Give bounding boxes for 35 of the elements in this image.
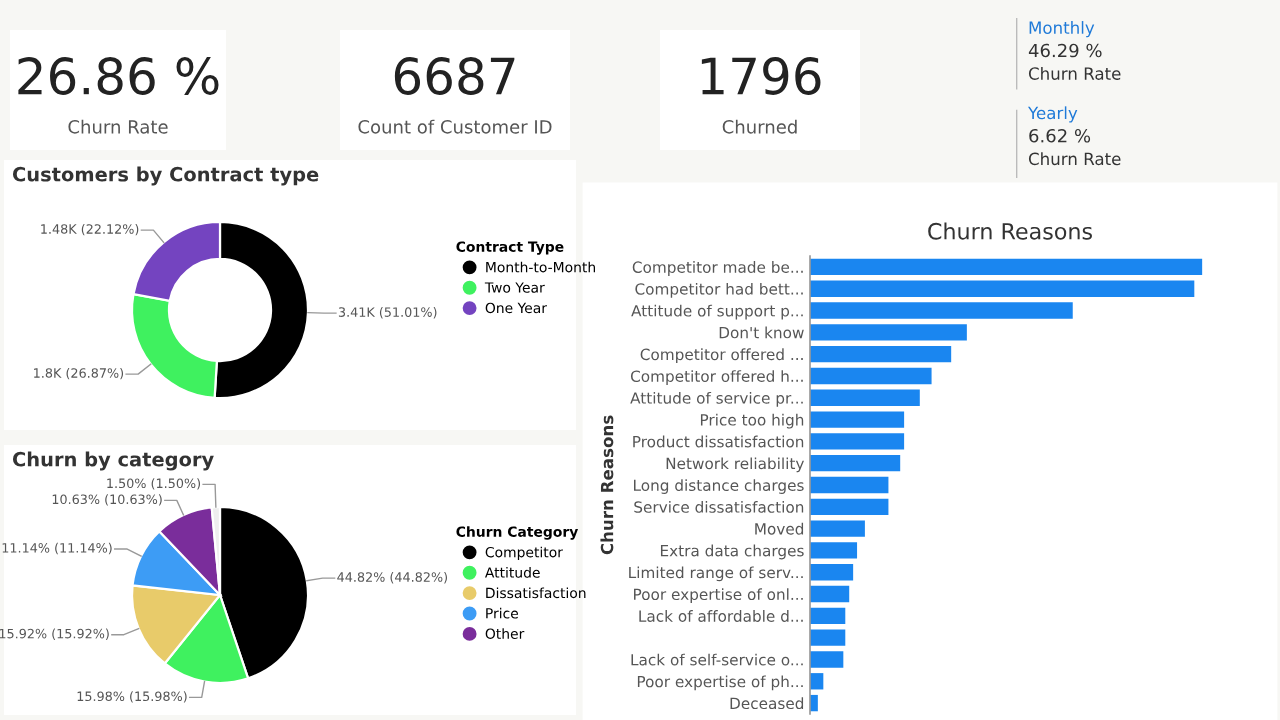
text: Churned [722, 119, 797, 134]
bar [810, 367, 932, 385]
bar [810, 389, 920, 406]
bar [810, 345, 952, 363]
bar [810, 651, 844, 668]
text: Churn Rate [1028, 66, 1121, 80]
bar [810, 498, 889, 515]
bar [810, 258, 1203, 276]
bar [810, 629, 846, 646]
text: 6687 [394, 57, 515, 95]
text: 26.86 % [18, 57, 219, 95]
chart-title: Churn by category [12, 451, 214, 471]
text: Monthly [1029, 21, 1095, 38]
text: Churn Rate [1028, 152, 1121, 166]
chart-title: Churn Reasons [928, 222, 1092, 240]
text: Yearly [1027, 106, 1078, 123]
bar [810, 564, 854, 581]
bar [810, 324, 967, 341]
y-axis-title: Churn Reasons [600, 415, 614, 555]
bar [810, 411, 905, 428]
bar [810, 607, 846, 625]
text: 1796 [701, 57, 821, 95]
text: 46.29 % [1028, 43, 1102, 58]
text: Count of Customer ID [358, 119, 552, 134]
bar [810, 302, 1073, 319]
chart-title: Customers by Contract type [12, 166, 319, 186]
bar [810, 542, 858, 559]
text: 6.62 % [1029, 128, 1091, 143]
bar [810, 280, 1195, 297]
text: Churn Rate [68, 119, 168, 134]
bar [810, 476, 889, 494]
bar [810, 585, 850, 603]
bar [810, 455, 901, 472]
bar [810, 433, 905, 450]
bar [810, 520, 865, 537]
